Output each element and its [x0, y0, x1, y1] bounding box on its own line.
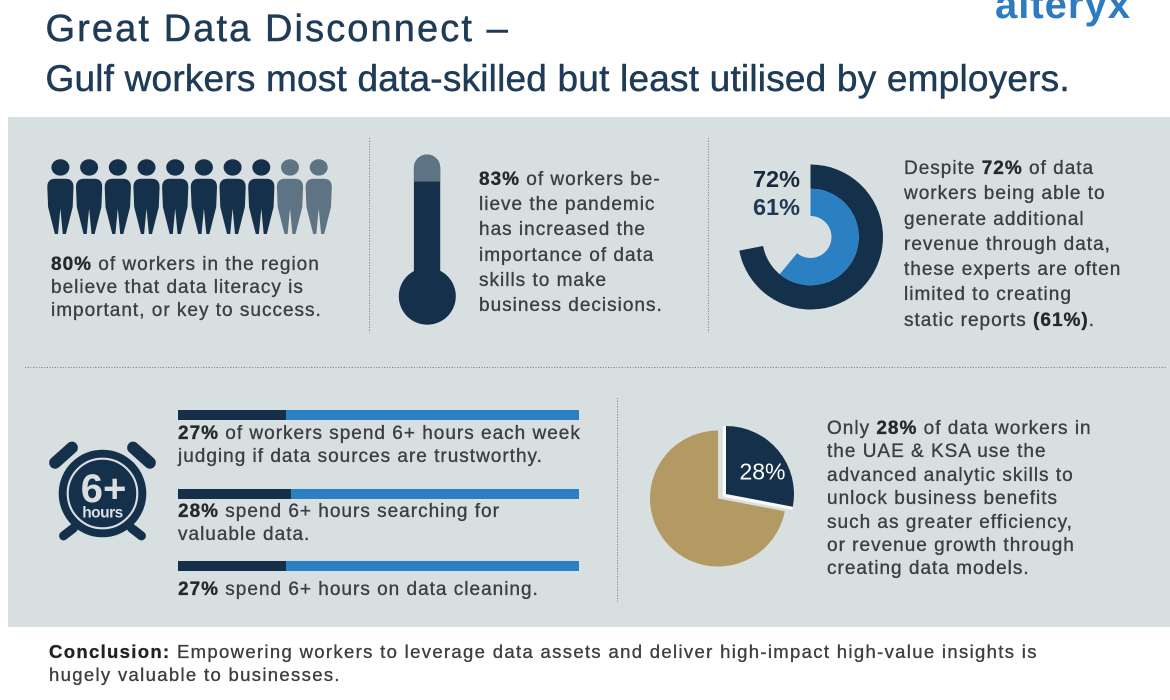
- svg-text:hours: hours: [82, 505, 123, 522]
- svg-text:28%: 28%: [739, 459, 785, 485]
- svg-text:6+: 6+: [81, 467, 127, 511]
